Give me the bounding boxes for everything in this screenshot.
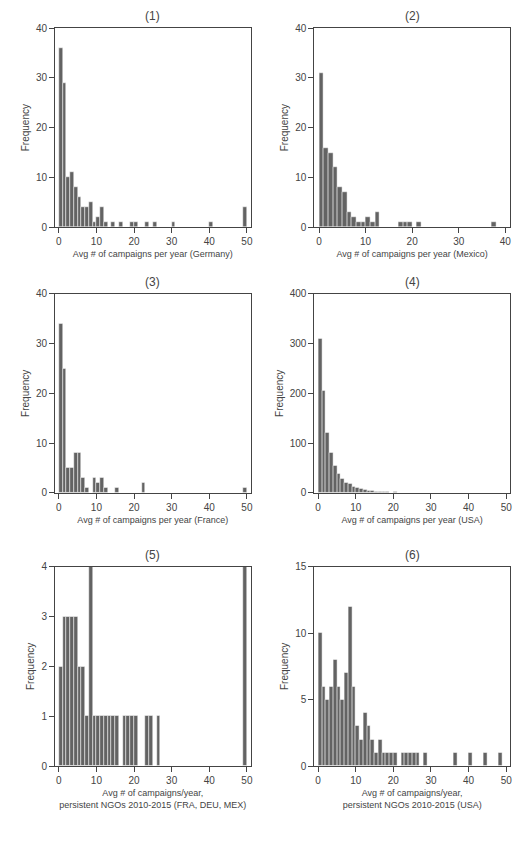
svg-text:0: 0	[316, 236, 322, 247]
svg-text:20: 20	[36, 388, 48, 399]
svg-text:0: 0	[301, 222, 307, 233]
svg-text:(2): (2)	[405, 9, 420, 23]
svg-text:Frequency: Frequency	[20, 370, 31, 417]
svg-text:50: 50	[241, 502, 253, 513]
svg-text:10: 10	[91, 236, 103, 247]
svg-text:20: 20	[388, 775, 400, 786]
svg-text:30: 30	[453, 236, 465, 247]
svg-text:300: 300	[290, 338, 307, 349]
svg-text:(3): (3)	[145, 275, 160, 289]
svg-text:40: 40	[463, 775, 475, 786]
svg-text:10: 10	[360, 236, 372, 247]
svg-text:(1): (1)	[145, 9, 160, 23]
svg-text:(6): (6)	[405, 548, 420, 562]
svg-text:Avg # of campaigns per year (U: Avg # of campaigns per year (USA)	[341, 515, 482, 525]
svg-text:20: 20	[295, 122, 307, 133]
svg-text:20: 20	[128, 236, 140, 247]
svg-text:Frequency: Frequency	[279, 643, 290, 690]
svg-text:Avg # of campaigns per year (G: Avg # of campaigns per year (Germany)	[73, 249, 233, 259]
svg-text:50: 50	[501, 502, 513, 513]
svg-text:1: 1	[41, 711, 47, 722]
svg-text:30: 30	[166, 236, 178, 247]
svg-text:40: 40	[36, 23, 48, 34]
svg-text:(5): (5)	[145, 548, 160, 562]
svg-text:200: 200	[290, 388, 307, 399]
svg-text:0: 0	[301, 761, 307, 772]
svg-text:30: 30	[36, 338, 48, 349]
svg-text:30: 30	[166, 502, 178, 513]
svg-text:Frequency: Frequency	[20, 104, 31, 151]
svg-text:4: 4	[41, 561, 47, 572]
svg-text:30: 30	[295, 72, 307, 83]
svg-text:30: 30	[36, 72, 48, 83]
svg-text:0: 0	[301, 487, 307, 498]
svg-text:20: 20	[407, 236, 419, 247]
svg-text:400: 400	[290, 288, 307, 299]
svg-text:40: 40	[204, 236, 216, 247]
svg-text:0: 0	[56, 502, 62, 513]
svg-text:100: 100	[290, 438, 307, 449]
svg-text:Avg # of campaigns/year,persis: Avg # of campaigns/year,persistent NGOs …	[343, 788, 482, 810]
svg-text:0: 0	[56, 775, 62, 786]
svg-text:10: 10	[350, 775, 362, 786]
svg-text:20: 20	[388, 502, 400, 513]
svg-text:10: 10	[91, 502, 103, 513]
svg-text:Frequency: Frequency	[279, 104, 290, 151]
svg-text:10: 10	[295, 172, 307, 183]
svg-text:3: 3	[41, 611, 47, 622]
svg-text:Avg # of campaigns per year (M: Avg # of campaigns per year (Mexico)	[336, 249, 487, 259]
svg-text:10: 10	[36, 172, 48, 183]
svg-text:20: 20	[128, 502, 140, 513]
svg-text:20: 20	[128, 775, 140, 786]
svg-text:10: 10	[295, 628, 307, 639]
svg-text:Avg # of campaigns/year,persis: Avg # of campaigns/year,persistent NGOs …	[59, 788, 246, 810]
svg-text:40: 40	[463, 502, 475, 513]
svg-text:0: 0	[315, 775, 321, 786]
svg-text:0: 0	[56, 236, 62, 247]
svg-text:(4): (4)	[405, 275, 420, 289]
svg-text:10: 10	[350, 502, 362, 513]
svg-text:30: 30	[166, 775, 178, 786]
svg-text:20: 20	[36, 122, 48, 133]
svg-text:2: 2	[41, 661, 47, 672]
svg-text:Frequency: Frequency	[25, 643, 36, 690]
svg-text:40: 40	[204, 775, 216, 786]
svg-text:50: 50	[501, 775, 513, 786]
svg-text:40: 40	[500, 236, 512, 247]
svg-text:Frequency: Frequency	[274, 370, 285, 417]
svg-text:0: 0	[41, 761, 47, 772]
svg-text:50: 50	[241, 236, 253, 247]
svg-text:40: 40	[36, 288, 48, 299]
svg-text:Avg # of campaigns per year (F: Avg # of campaigns per year (France)	[77, 515, 228, 525]
svg-text:40: 40	[204, 502, 216, 513]
svg-text:0: 0	[41, 222, 47, 233]
svg-text:30: 30	[425, 502, 437, 513]
svg-text:0: 0	[41, 487, 47, 498]
svg-text:50: 50	[241, 775, 253, 786]
svg-text:15: 15	[295, 561, 307, 572]
svg-text:40: 40	[295, 23, 307, 34]
svg-text:30: 30	[425, 775, 437, 786]
svg-text:10: 10	[36, 438, 48, 449]
svg-text:5: 5	[301, 694, 307, 705]
svg-text:10: 10	[91, 775, 103, 786]
svg-text:0: 0	[315, 502, 321, 513]
